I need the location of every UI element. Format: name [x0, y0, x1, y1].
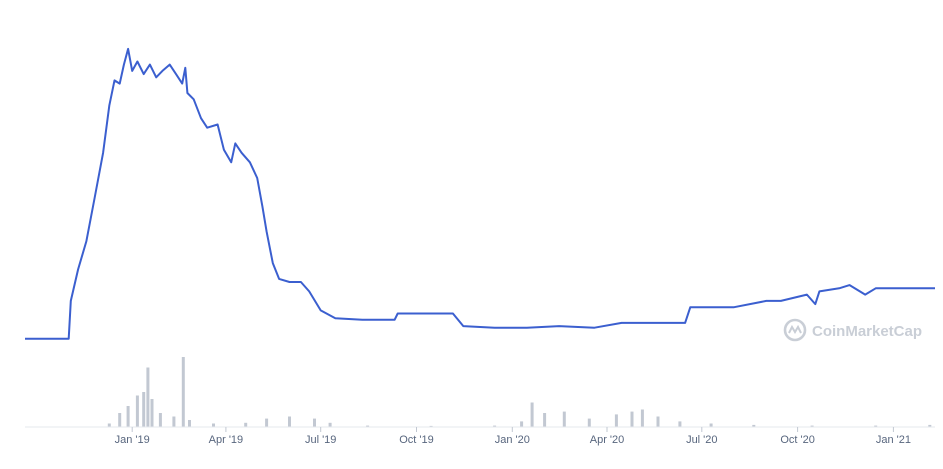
volume-bar — [520, 421, 524, 427]
x-tick-label: Jul '19 — [305, 434, 336, 446]
volume-bar — [107, 423, 111, 427]
x-axis-ticks: Jan '19 Apr '19 Jul '19 Oct '19 Jan '20 Apr '… — [115, 427, 911, 446]
x-tick-label: Jan '19 — [115, 434, 150, 446]
volume-bar — [172, 416, 176, 427]
volume-bar — [126, 406, 130, 427]
volume-bar — [709, 423, 713, 427]
volume-bar — [530, 402, 534, 427]
x-tick-label: Jul '20 — [686, 434, 717, 446]
watermark-text: CoinMarketCap — [812, 323, 922, 340]
volume-bar — [118, 413, 122, 427]
x-tick-label: Jan '20 — [495, 434, 530, 446]
volume-bar — [640, 409, 644, 427]
volume-bar — [678, 421, 682, 427]
volume-bar — [810, 425, 814, 427]
volume-bar — [366, 425, 370, 427]
volume-bar — [150, 399, 154, 427]
volume-bar — [212, 423, 215, 427]
volume-bar — [752, 424, 756, 427]
x-tick-label: Oct '19 — [399, 434, 434, 446]
volume-bar — [874, 425, 878, 427]
volume-bar — [656, 416, 660, 427]
volume-bar — [265, 418, 269, 427]
x-tick-label: Jan '21 — [876, 434, 911, 446]
watermark: CoinMarketCap — [783, 318, 922, 342]
volume-bar — [928, 424, 932, 427]
x-tick-label: Apr '20 — [590, 434, 625, 446]
volume-bar — [429, 425, 433, 427]
volume-bar — [135, 395, 139, 427]
volume-bars — [107, 357, 932, 427]
volume-bar — [181, 357, 185, 427]
volume-bar — [614, 414, 618, 427]
volume-bar — [142, 392, 146, 427]
price-series-line — [25, 47, 935, 340]
x-tick-label: Oct '20 — [780, 434, 815, 446]
volume-bar — [288, 416, 291, 427]
x-tick-label: Apr '19 — [209, 434, 244, 446]
volume-bar — [493, 425, 497, 427]
volume-bar — [328, 422, 332, 427]
volume-bar — [562, 411, 566, 427]
coinmarketcap-logo-icon — [783, 318, 807, 342]
volume-bar — [158, 413, 162, 427]
volume-bar — [630, 411, 634, 427]
volume-bar — [313, 418, 316, 427]
volume-bar — [543, 413, 547, 427]
volume-bar — [146, 367, 150, 427]
volume-bar — [188, 420, 191, 427]
volume-bar — [244, 422, 248, 427]
volume-bar — [587, 418, 591, 427]
